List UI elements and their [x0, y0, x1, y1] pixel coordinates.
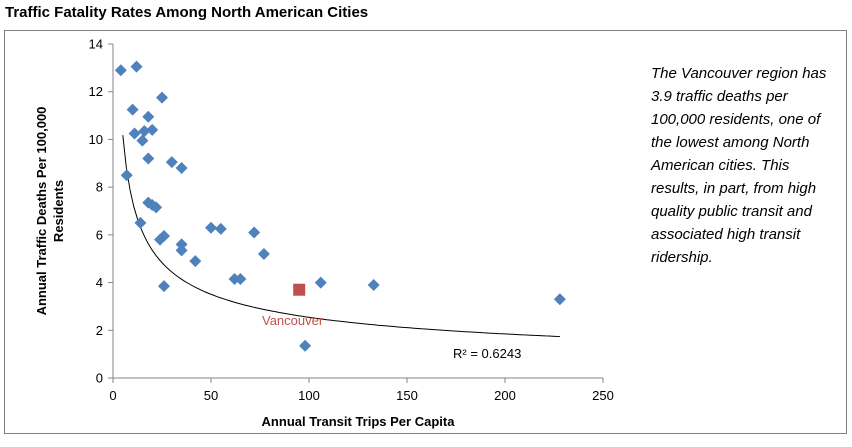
data-point [130, 60, 143, 73]
data-point [114, 64, 127, 77]
trendline [122, 135, 560, 337]
x-tick-label: 50 [204, 388, 218, 403]
trendline-curve [122, 135, 560, 337]
data-point [234, 272, 247, 285]
data-point [142, 152, 155, 165]
data-point [128, 127, 141, 140]
data-point [146, 123, 159, 136]
y-tick-label: 6 [96, 227, 103, 242]
x-tick-label: 200 [494, 388, 516, 403]
data-point [157, 230, 170, 243]
data-point [142, 110, 155, 123]
data-point [156, 91, 168, 104]
y-tick-label: 2 [96, 323, 103, 338]
data-point [120, 169, 133, 182]
x-tick-label: 100 [298, 388, 320, 403]
y-tick-label: 0 [96, 371, 103, 386]
data-point [299, 339, 312, 352]
y-tick-label: 12 [89, 84, 103, 99]
data-point [205, 221, 217, 234]
data-point [134, 216, 147, 229]
data-point [314, 276, 327, 289]
data-point [189, 255, 202, 268]
y-tick-label: 14 [89, 37, 103, 52]
x-tick-label: 250 [592, 388, 614, 403]
data-point [126, 103, 139, 116]
data-point [248, 226, 261, 239]
y-axis-title-line1: Annual Traffic Deaths Per 100,000 [34, 107, 49, 316]
data-point [136, 134, 149, 147]
x-tick-label: 0 [109, 388, 116, 403]
y-tick-label: 10 [89, 132, 103, 147]
chart-frame [4, 30, 847, 434]
chart-title: Traffic Fatality Rates Among North Ameri… [5, 4, 369, 21]
y-axis-title-line2: Residents [51, 180, 66, 242]
x-tick-label: 150 [396, 388, 418, 403]
data-point [138, 125, 151, 138]
y-tick-label: 4 [96, 275, 103, 290]
data-point [553, 293, 566, 306]
data-point [257, 247, 270, 260]
data-point [146, 199, 159, 212]
data-point [157, 280, 170, 293]
x-axis-title: Annual Transit Trips Per Capita [262, 414, 456, 429]
r-squared-label: R² = 0.6243 [453, 346, 521, 361]
axes: 0 2 4 6 8 10 12 14 0 50 100 150 200 250 [89, 37, 614, 404]
vancouver-label: Vancouver [262, 313, 324, 328]
data-point [165, 156, 178, 169]
data-point [214, 222, 227, 235]
data-point [175, 244, 188, 257]
vancouver-point [293, 283, 306, 296]
vancouver-note: The Vancouver region has 3.9 traffic dea… [651, 65, 827, 266]
data-point [175, 162, 188, 175]
data-point [367, 278, 380, 291]
data-points [114, 60, 566, 352]
y-tick-label: 8 [96, 180, 103, 195]
